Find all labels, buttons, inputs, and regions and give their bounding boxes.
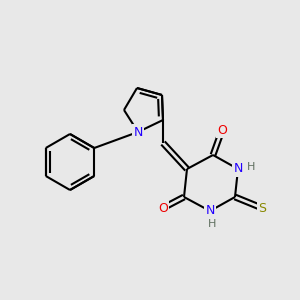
Text: H: H xyxy=(208,219,216,229)
Text: N: N xyxy=(133,125,143,139)
Text: S: S xyxy=(258,202,266,214)
Text: O: O xyxy=(217,124,227,136)
Text: N: N xyxy=(233,163,243,176)
Text: H: H xyxy=(247,162,255,172)
Text: O: O xyxy=(158,202,168,214)
Text: N: N xyxy=(205,205,215,218)
